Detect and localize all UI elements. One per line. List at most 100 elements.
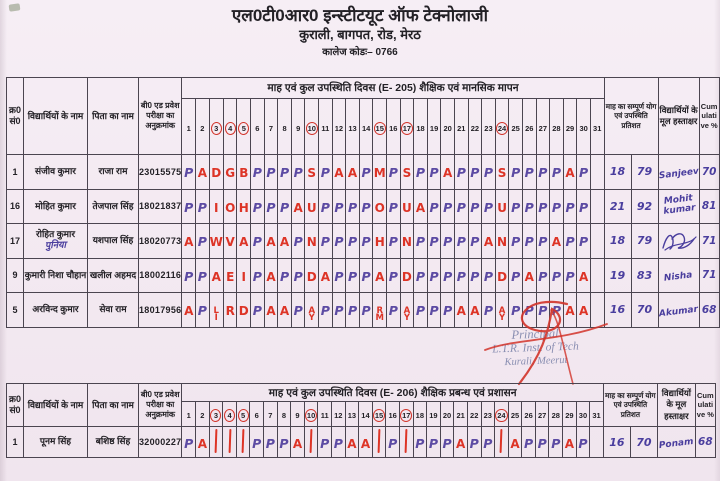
attendance-day-7: P <box>263 188 279 224</box>
table-title-e206: माह एवं कुल उपस्थिति दिवस (E- 206) शैक्ष… <box>181 383 604 402</box>
attendance-letter: U <box>497 200 507 215</box>
attendance-letter: P <box>483 435 493 451</box>
day-header-21: 21 <box>453 98 469 155</box>
attendance-day-6: P <box>250 257 265 293</box>
attendance-letter: P <box>279 435 289 451</box>
attendance-letter: P <box>415 234 426 250</box>
attendance-letter: P <box>470 268 480 284</box>
signature-scribble <box>661 232 697 251</box>
day-number: 30 <box>578 411 588 420</box>
attendance-day-22: P <box>467 154 483 190</box>
day-header-29: 29 <box>562 98 578 155</box>
day-header-23: 23 <box>480 401 496 427</box>
attendance-letter: P <box>538 165 548 181</box>
attendance-letter: V <box>225 235 235 250</box>
attendance-letter: P <box>361 303 371 319</box>
day-header-19: 19 <box>426 401 441 427</box>
attendance-letter: P <box>347 268 358 284</box>
attendance-day-4: G <box>222 154 238 190</box>
attendance-day-1: A <box>181 223 197 259</box>
attendance-day-9: P <box>290 292 306 328</box>
attendance-letter: P <box>293 234 303 250</box>
column-header-roll: बी0 एड प्रवेश परीक्षा का अनुक्रमांक <box>137 383 183 427</box>
attendance-letter: N <box>306 235 317 250</box>
attendance-letter: A <box>455 436 466 451</box>
attendance-letter: P <box>252 199 262 215</box>
attendance-tally-mark <box>404 428 408 454</box>
attendance-letter: P <box>279 199 290 215</box>
attendance-day-16: P <box>386 257 401 293</box>
day-header-11: 11 <box>318 98 333 155</box>
attendance-letter: P <box>456 199 466 215</box>
attendance-letter: P <box>429 234 439 250</box>
day-number: 9 <box>296 123 301 133</box>
attendance-day-12: P <box>331 292 347 328</box>
column-header-cumulative: Cumulative % <box>694 383 716 427</box>
attendance-letter: P <box>429 303 439 319</box>
attendance-day-25: A <box>507 426 523 458</box>
day-number: 14 <box>361 411 370 420</box>
attendance-day-30: P <box>576 188 591 224</box>
attendance-day-26: P <box>521 154 537 190</box>
attendance-letter: P <box>320 165 330 181</box>
attendance-letter: P <box>197 234 207 250</box>
day-number-circled: 17 <box>401 121 413 135</box>
attendance-day-29: P <box>562 257 578 293</box>
attendance-day-27: P <box>535 154 551 190</box>
attendance-day-3: A <box>208 257 224 293</box>
attendance-letter: P <box>293 268 303 284</box>
cumulative-cell: 70 <box>698 154 720 190</box>
attendance-letter: W <box>209 235 223 250</box>
attendance-letter: P <box>565 199 575 215</box>
attendance-letter: P <box>184 165 194 181</box>
day-header-31: 31 <box>589 401 604 427</box>
day-header-19: 19 <box>426 98 442 155</box>
attendance-day-1: P <box>181 426 197 458</box>
attendance-letter: P <box>578 435 588 451</box>
attendance-letter: S <box>402 166 412 181</box>
father-name-cell: यशपाल सिंह <box>87 223 139 259</box>
attendance-day-13: P <box>345 188 360 224</box>
attendance-day-4: O <box>222 188 238 224</box>
attendance-letter: P <box>469 435 479 451</box>
attendance-day-5 <box>235 426 251 458</box>
attendance-day-22: P <box>467 223 483 259</box>
day-number: 28 <box>551 411 560 420</box>
attendance-letter: P <box>456 268 466 284</box>
attendance-day-28: P <box>549 257 564 293</box>
student-signature: Mohit kumar <box>662 193 696 217</box>
day-number-circled: 4 <box>224 409 236 422</box>
attendance-letter: P <box>443 303 453 319</box>
attendance-day-1: P <box>181 154 197 190</box>
student-signature: Sanjeev <box>658 166 699 182</box>
day-header-3: 3 <box>208 401 224 427</box>
day-header-27: 27 <box>534 401 550 427</box>
attendance-letter: I <box>214 200 219 215</box>
attendance-letter: P <box>347 303 358 319</box>
attendance-letter: P <box>537 435 547 451</box>
attendance-letter: A <box>524 269 534 284</box>
cumulative-cell: 68 <box>698 292 720 328</box>
attendance-day-3 <box>208 426 224 458</box>
attendance-day-31 <box>589 154 605 190</box>
attendance-day-13: P <box>345 292 360 328</box>
attendance-letter: P <box>538 268 548 284</box>
cumulative-cell: 71 <box>698 223 720 259</box>
attendance-letter: A <box>184 304 194 319</box>
attendance-letter: A <box>565 304 575 319</box>
attendance-letter: P <box>320 199 330 215</box>
attendance-day-31 <box>589 292 605 328</box>
attendance-day-15: M <box>372 154 388 190</box>
day-number: 22 <box>470 411 479 420</box>
attendance-day-20: P <box>440 223 455 259</box>
attendance-letter: A <box>347 166 358 181</box>
attendance-day-23: P <box>481 292 496 328</box>
attendance-day-21: P <box>453 154 469 190</box>
attendance-day-21: P <box>453 223 469 259</box>
day-header-9: 9 <box>290 98 306 155</box>
attendance-day-15: O <box>372 188 388 224</box>
attendance-day-6: P <box>249 426 265 458</box>
day-header-27: 27 <box>535 98 551 155</box>
attendance-day-24 <box>494 426 509 458</box>
attendance-day-26: P <box>521 188 537 224</box>
